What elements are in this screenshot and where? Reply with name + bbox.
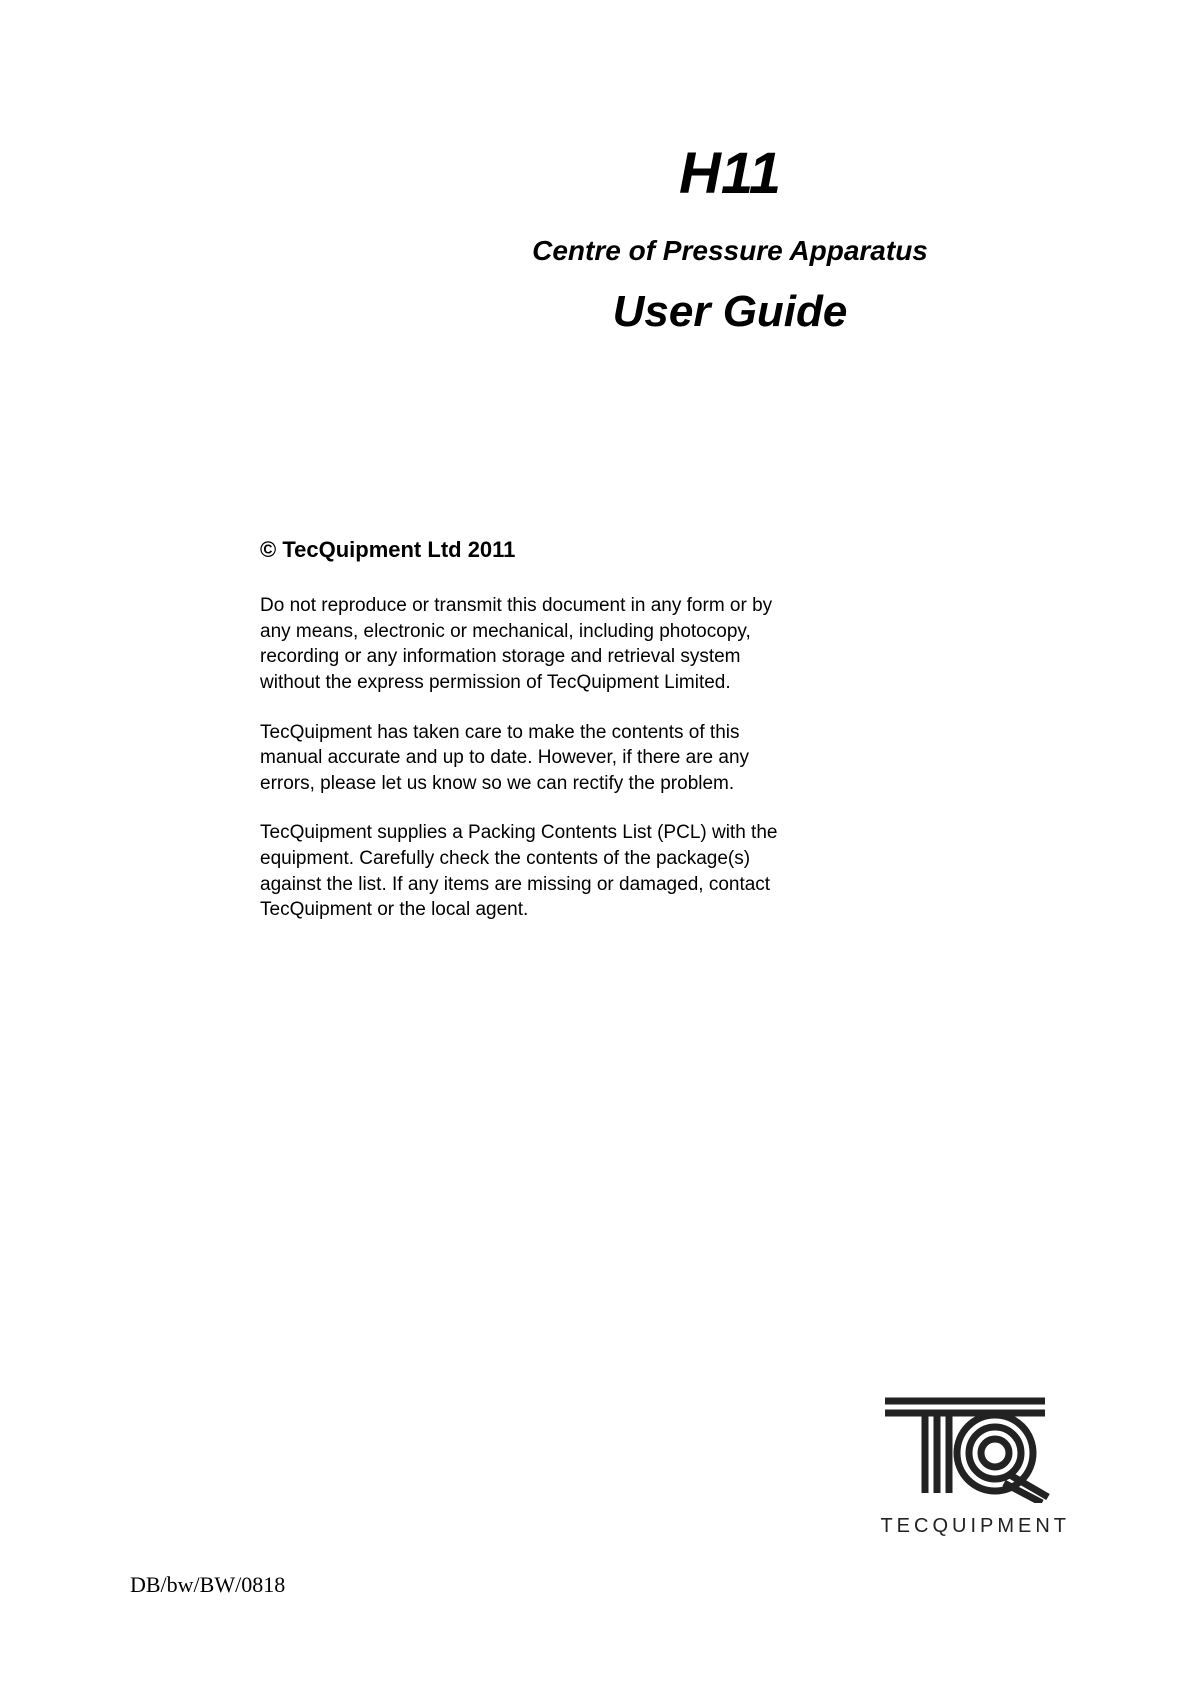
paragraph-2: TecQuipment has taken care to make the c…	[260, 720, 805, 797]
document-reference-code: DB/bw/BW/0818	[130, 1572, 285, 1598]
tecquipment-logo-icon	[880, 1393, 1050, 1503]
document-page: H11 Centre of Pressure Apparatus User Gu…	[0, 0, 1200, 1698]
brand-name: TECQUIPMENT	[880, 1515, 1070, 1538]
copyright-notice: © TecQuipment Ltd 2011	[260, 537, 805, 563]
content-block: © TecQuipment Ltd 2011 Do not reproduce …	[260, 537, 805, 923]
brand-logo-block: TECQUIPMENT	[880, 1393, 1070, 1538]
document-type: User Guide	[410, 287, 1050, 337]
paragraph-3: TecQuipment supplies a Packing Contents …	[260, 820, 805, 923]
product-code: H11	[410, 140, 1050, 207]
title-block: H11 Centre of Pressure Apparatus User Gu…	[410, 140, 1050, 337]
product-subtitle: Centre of Pressure Apparatus	[410, 235, 1050, 267]
paragraph-1: Do not reproduce or transmit this docume…	[260, 593, 805, 696]
